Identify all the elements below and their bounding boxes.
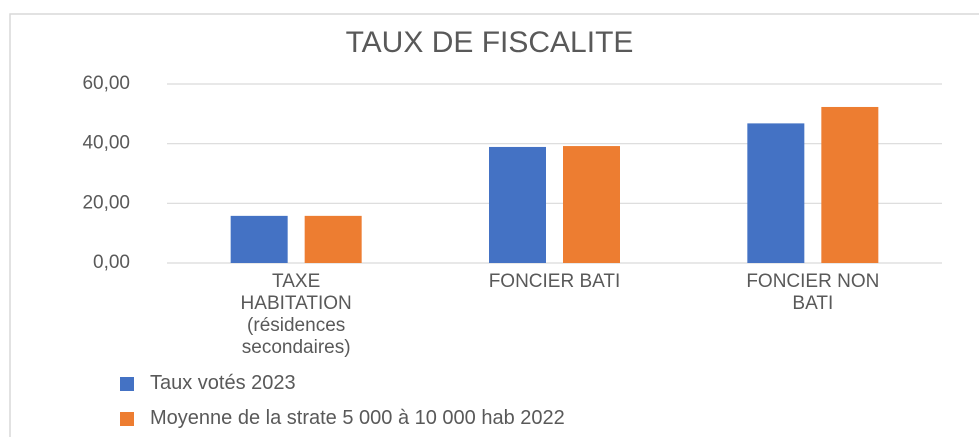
legend-label: Taux votés 2023: [150, 372, 296, 394]
x-tick-label: TAXE HABITATION (résidences secondaires): [240, 271, 352, 358]
legend-label: Moyenne de la strate 5 000 à 10 000 hab …: [150, 407, 565, 429]
x-tick-label: FONCIER BATI: [488, 271, 621, 292]
y-tick-label: 40,00: [82, 133, 130, 154]
bar: [747, 123, 805, 263]
y-tick-label: 20,00: [82, 192, 130, 213]
chart-border: [9, 13, 979, 437]
legend-swatch: [120, 412, 134, 426]
bar: [230, 215, 288, 263]
y-tick-label: 60,00: [82, 73, 130, 94]
legend-swatch: [120, 377, 134, 391]
y-tick-label: 0,00: [93, 252, 130, 273]
bar: [563, 146, 620, 263]
chart-title: TAUX DE FISCALITE: [345, 26, 634, 59]
bar: [304, 215, 362, 263]
bar: [489, 146, 546, 263]
x-tick-label: FONCIER NON BATI: [746, 271, 880, 314]
bar: [821, 106, 879, 263]
